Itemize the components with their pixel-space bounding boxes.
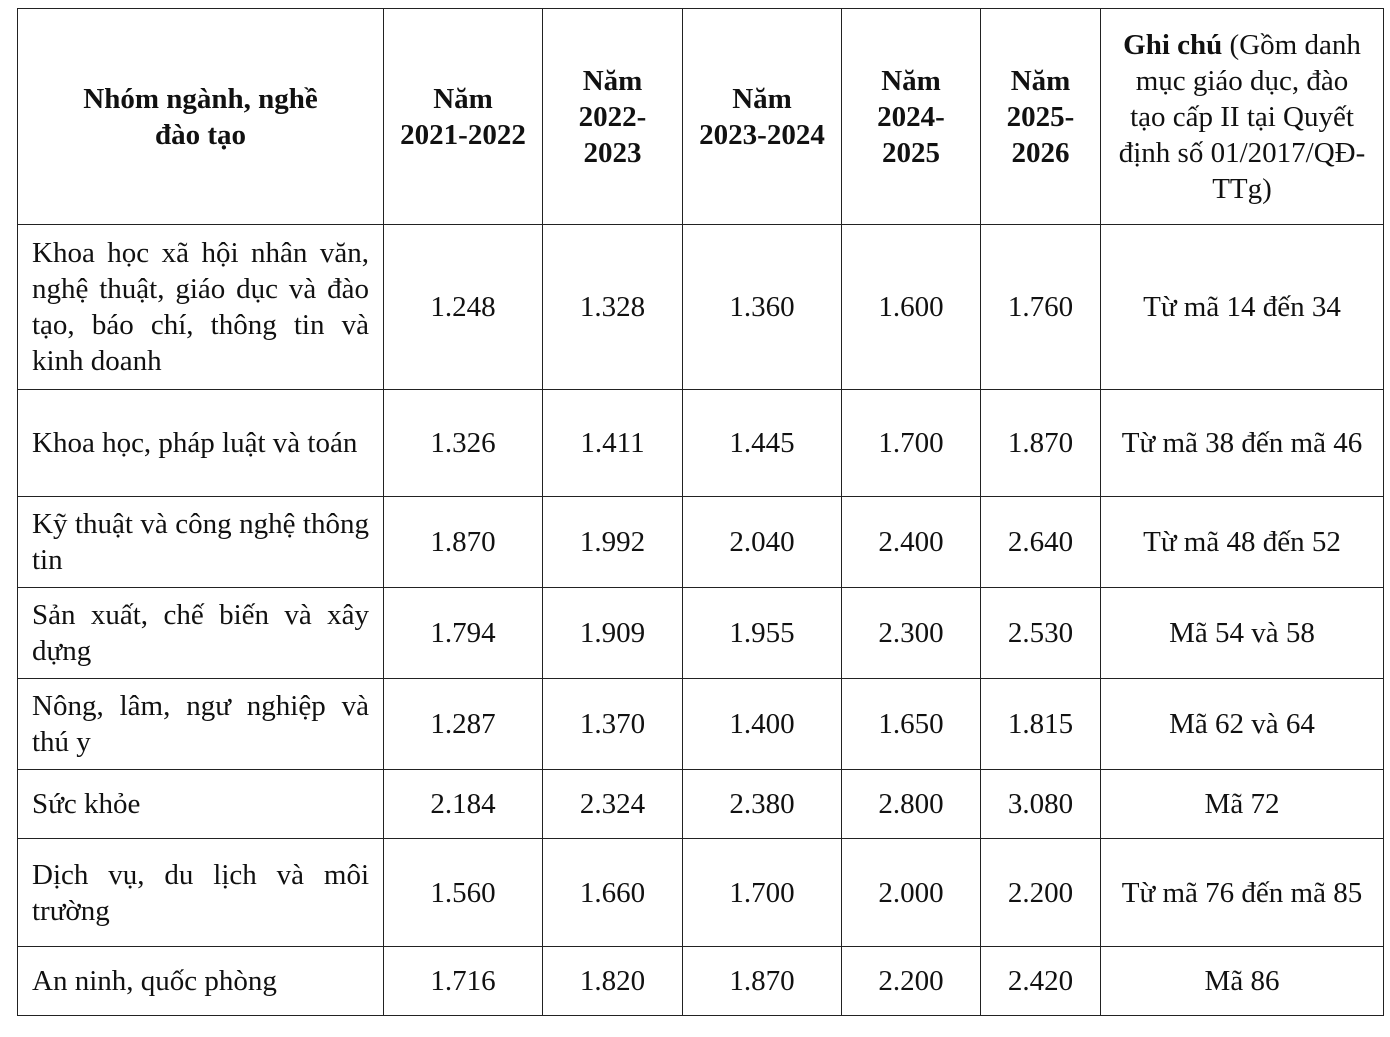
- value-cell: 1.248: [383, 224, 543, 390]
- table-row: Nông, lâm, ngư nghiệp và thú y 1.287 1.370…: [17, 678, 1384, 770]
- value-cell: 2.324: [542, 769, 683, 839]
- value-cell: 2.300: [841, 587, 981, 679]
- value-cell: 1.992: [542, 496, 683, 588]
- note-cell: Từ mã 48 đến 52: [1100, 496, 1384, 588]
- value-cell: 1.955: [682, 587, 842, 679]
- table-row: Khoa học, pháp luật và toán 1.326 1.411 1.4…: [17, 389, 1384, 497]
- header-group: Nhóm ngành, nghề đào tạo: [17, 8, 384, 225]
- value-cell: 2.420: [980, 946, 1101, 1016]
- value-cell: 1.560: [383, 838, 543, 947]
- header-note-bold: Ghi chú: [1123, 28, 1223, 61]
- group-name: Dịch vụ, du lịch và môi trường: [17, 838, 384, 947]
- note-cell: Mã 86: [1100, 946, 1384, 1016]
- value-cell: 2.380: [682, 769, 842, 839]
- value-cell: 1.650: [841, 678, 981, 770]
- value-cell: 2.200: [841, 946, 981, 1016]
- value-cell: 1.870: [682, 946, 842, 1016]
- value-cell: 1.328: [542, 224, 683, 390]
- value-cell: 2.040: [682, 496, 842, 588]
- value-cell: 1.445: [682, 389, 842, 497]
- value-cell: 2.200: [980, 838, 1101, 947]
- header-year: Năm 2022-2023: [542, 8, 683, 225]
- header-note-rest: (Gồm danh mục giáo dục, đào tạo cấp II t…: [1118, 28, 1366, 205]
- value-cell: 1.760: [980, 224, 1101, 390]
- value-cell: 1.870: [980, 389, 1101, 497]
- value-cell: 1.909: [542, 587, 683, 679]
- value-cell: 1.700: [841, 389, 981, 497]
- note-cell: Từ mã 38 đến mã 46: [1100, 389, 1384, 497]
- value-cell: 1.370: [542, 678, 683, 770]
- group-name: An ninh, quốc phòng: [17, 946, 384, 1016]
- header-year: Năm 2025-2026: [980, 8, 1101, 225]
- value-cell: 2.530: [980, 587, 1101, 679]
- header-year: Năm 2024-2025: [841, 8, 981, 225]
- value-cell: 1.360: [682, 224, 842, 390]
- value-cell: 2.184: [383, 769, 543, 839]
- value-cell: 1.870: [383, 496, 543, 588]
- header-row: Nhóm ngành, nghề đào tạo Năm 2021-2022 N…: [17, 8, 1384, 225]
- value-cell: 2.800: [841, 769, 981, 839]
- group-name: Sức khỏe: [17, 769, 384, 839]
- tuition-table: Nhóm ngành, nghề đào tạo Năm 2021-2022 N…: [17, 8, 1384, 1016]
- value-cell: 1.716: [383, 946, 543, 1016]
- header-year: Năm 2023-2024: [682, 8, 842, 225]
- value-cell: 1.700: [682, 838, 842, 947]
- group-name: Khoa học, pháp luật và toán: [17, 389, 384, 497]
- table-row: Kỹ thuật và công nghệ thông tin 1.870 1.99…: [17, 496, 1384, 588]
- table-row: Dịch vụ, du lịch và môi trường 1.560 1.660…: [17, 838, 1384, 947]
- table-row: An ninh, quốc phòng 1.716 1.820 1.870 2.200 2…: [17, 946, 1384, 1016]
- note-cell: Từ mã 76 đến mã 85: [1100, 838, 1384, 947]
- table-row: Sản xuất, chế biến và xây dựng 1.794 1.909…: [17, 587, 1384, 679]
- note-cell: Từ mã 14 đến 34: [1100, 224, 1384, 390]
- value-cell: 1.600: [841, 224, 981, 390]
- group-name: Khoa học xã hội nhân văn, nghệ thuật, gi…: [17, 224, 384, 390]
- value-cell: 1.411: [542, 389, 683, 497]
- value-cell: 1.660: [542, 838, 683, 947]
- note-cell: Mã 62 và 64: [1100, 678, 1384, 770]
- value-cell: 3.080: [980, 769, 1101, 839]
- group-name: Sản xuất, chế biến và xây dựng: [17, 587, 384, 679]
- value-cell: 2.400: [841, 496, 981, 588]
- group-name: Nông, lâm, ngư nghiệp và thú y: [17, 678, 384, 770]
- header-note: Ghi chú (Gồm danh mục giáo dục, đào tạo …: [1100, 8, 1384, 225]
- value-cell: 1.815: [980, 678, 1101, 770]
- table-row: Khoa học xã hội nhân văn, nghệ thuật, gi…: [17, 224, 1384, 390]
- value-cell: 1.400: [682, 678, 842, 770]
- note-cell: Mã 54 và 58: [1100, 587, 1384, 679]
- note-cell: Mã 72: [1100, 769, 1384, 839]
- value-cell: 2.640: [980, 496, 1101, 588]
- value-cell: 1.820: [542, 946, 683, 1016]
- value-cell: 1.794: [383, 587, 543, 679]
- group-name: Kỹ thuật và công nghệ thông tin: [17, 496, 384, 588]
- table-row: Sức khỏe 2.184 2.324 2.380 2.800 3.080 Mã 72: [17, 769, 1384, 839]
- value-cell: 2.000: [841, 838, 981, 947]
- value-cell: 1.287: [383, 678, 543, 770]
- header-year: Năm 2021-2022: [383, 8, 543, 225]
- value-cell: 1.326: [383, 389, 543, 497]
